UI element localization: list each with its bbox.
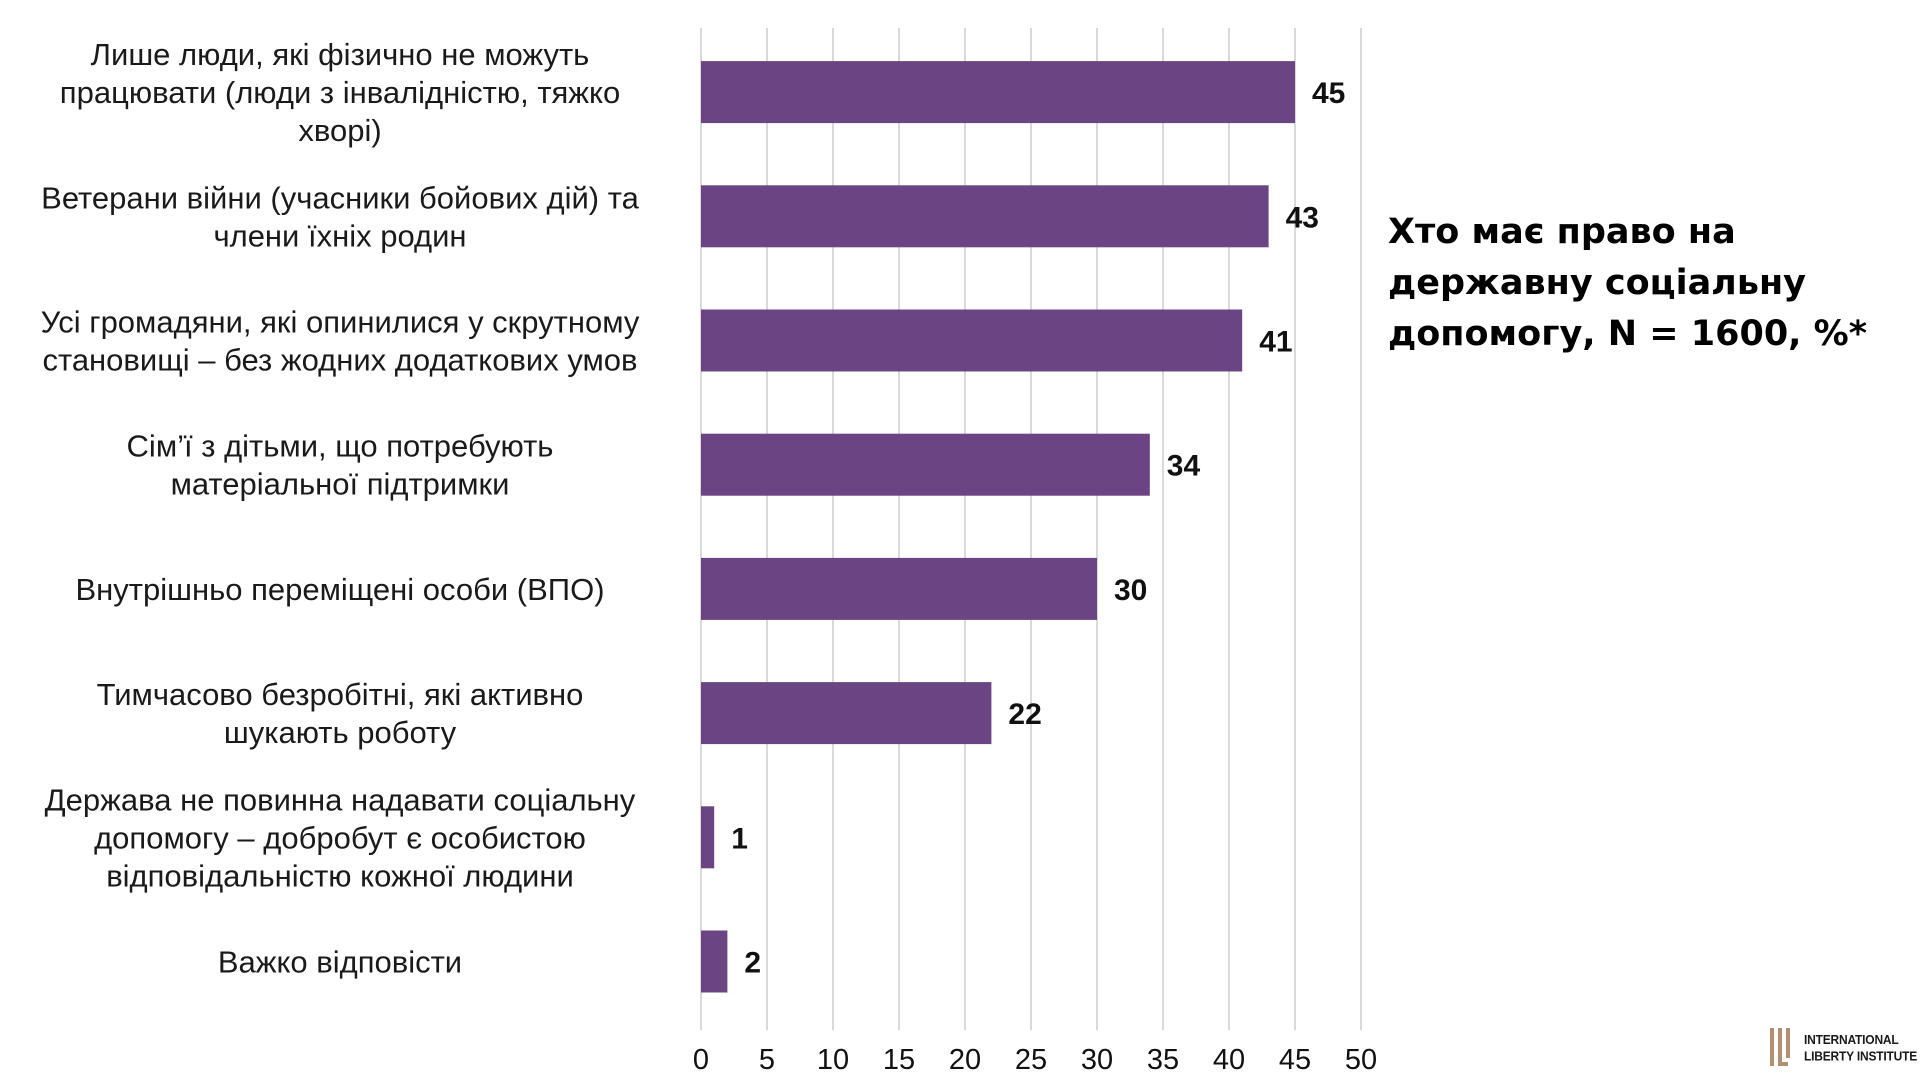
category-label-line: Внутрішньо переміщені особи (ВПО) xyxy=(75,572,604,607)
category-label-line: відповідальністю кожної людини xyxy=(106,858,574,893)
bars xyxy=(701,61,1295,993)
category-label: Сім’ї з дітьми, що потребують матеріально… xyxy=(127,429,554,502)
x-tick-label: 15 xyxy=(883,1044,915,1076)
bar xyxy=(701,433,1150,496)
value-label: 34 xyxy=(1167,450,1201,483)
category-label-line: допомогу – добробут є особистою xyxy=(94,820,586,855)
logo-text: INTERNATIONAL LIBERTY INSTITUTE xyxy=(1804,1032,1918,1065)
x-tick-label: 0 xyxy=(693,1044,709,1076)
logo-mark-stroke xyxy=(1786,1028,1790,1058)
category-label-line: Сім’ї з дітьми, що потребують xyxy=(127,429,554,464)
logo-mark-stroke xyxy=(1778,1062,1788,1066)
category-label-line: становищі – без жодних додаткових умов xyxy=(42,343,637,378)
category-label-line: Лише люди, які фізично не можуть xyxy=(91,37,590,72)
chart-title: Хто має право на державну соціальну допо… xyxy=(1388,207,1888,360)
x-tick-label: 50 xyxy=(1345,1044,1377,1076)
category-label-line: Усі громадяни, які опинилися у скрутному xyxy=(41,305,640,340)
logo-mark-stroke xyxy=(1770,1028,1774,1066)
category-label-line: Ветерани війни (учасники бойових дій) та xyxy=(41,180,639,215)
value-label: 43 xyxy=(1286,201,1319,234)
grid-lines xyxy=(700,28,1362,1030)
category-label: Тимчасово безробітні, які активно шукають… xyxy=(97,677,584,750)
x-tick-label: 40 xyxy=(1213,1044,1245,1076)
category-label-line: шукають роботу xyxy=(224,715,457,750)
category-label-line: Важко відповісти xyxy=(218,945,462,980)
chart-title-line: допомогу, N = 1600, %* xyxy=(1388,314,1868,354)
category-label-line: Тимчасово безробітні, які активно xyxy=(97,677,584,712)
chart-title-line: Хто має право на xyxy=(1388,212,1736,252)
logo: INTERNATIONAL LIBERTY INSTITUTE xyxy=(1768,1026,1918,1068)
bar xyxy=(701,61,1295,124)
category-label-line: матеріальної підтримки xyxy=(171,467,510,502)
chart-title-line: державну соціальну xyxy=(1388,263,1806,303)
value-labels: 45 43 41 34 30 22 1 2 xyxy=(731,77,1345,979)
x-tick-label: 45 xyxy=(1279,1044,1311,1076)
x-tick-label: 30 xyxy=(1081,1044,1113,1076)
bar xyxy=(701,557,1097,620)
category-label-line: хворі) xyxy=(298,113,381,148)
bar xyxy=(701,806,715,869)
bar xyxy=(701,682,992,745)
bar xyxy=(701,309,1243,372)
bar xyxy=(701,185,1269,248)
category-label: Внутрішньо переміщені особи (ВПО) xyxy=(75,572,604,607)
category-label: Держава не повинна надавати соціальну доп… xyxy=(45,782,636,893)
logo-text-line: INTERNATIONAL xyxy=(1804,1032,1899,1048)
category-label: Лише люди, які фізично не можуть працюват… xyxy=(60,37,620,148)
value-label: 2 xyxy=(744,947,761,980)
category-label: Ветерани війни (учасники бойових дій) та… xyxy=(41,180,639,253)
value-label: 45 xyxy=(1312,77,1345,110)
x-tick-label: 25 xyxy=(1015,1044,1047,1076)
logo-mark-icon xyxy=(1770,1028,1790,1066)
value-label: 22 xyxy=(1008,698,1041,731)
value-label: 1 xyxy=(731,822,748,855)
x-tick-label: 5 xyxy=(759,1044,775,1076)
category-label: Важко відповісти xyxy=(218,945,462,980)
x-axis-ticks: 0 5 10 15 20 25 30 35 40 45 50 xyxy=(693,1044,1377,1076)
category-label: Усі громадяни, які опинилися у скрутному… xyxy=(41,305,640,378)
x-tick-label: 10 xyxy=(817,1044,849,1076)
x-tick-label: 20 xyxy=(949,1044,981,1076)
category-labels: Лише люди, які фізично не можуть працюват… xyxy=(41,37,640,979)
category-label-line: Держава не повинна надавати соціальну xyxy=(45,782,636,817)
x-tick-label: 35 xyxy=(1147,1044,1179,1076)
bar xyxy=(701,930,728,993)
value-label: 41 xyxy=(1259,326,1292,359)
logo-text-line: LIBERTY INSTITUTE xyxy=(1804,1048,1918,1064)
category-label-line: члени їхніх родин xyxy=(213,218,466,253)
category-label-line: працювати (люди з інвалідністю, тяжко xyxy=(60,75,620,110)
value-label: 30 xyxy=(1114,574,1147,607)
logo-mark-stroke xyxy=(1778,1028,1782,1066)
